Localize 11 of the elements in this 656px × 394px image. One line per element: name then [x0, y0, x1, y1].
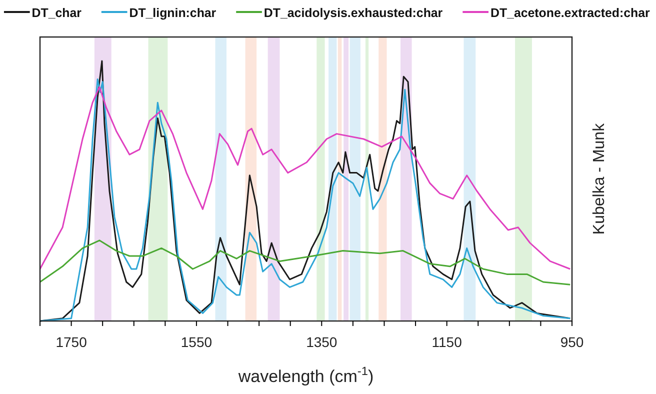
x-tick-label: 950 — [560, 334, 584, 350]
x-axis-title: wavelength (cm$^{-1}$) — [237, 364, 374, 386]
legend-label: DT_acetone.extracted:char — [490, 6, 650, 20]
x-tick-label: 1150 — [432, 334, 462, 350]
legend-label: DT_acidolysis.exhausted:char — [264, 6, 443, 20]
x-tick-label: 1550 — [180, 334, 212, 350]
x-tick-label: 1750 — [56, 334, 88, 350]
legend-label: DT_lignin:char — [129, 6, 216, 20]
legend-label: DT_char — [32, 6, 82, 20]
y-axis-title: Kubelka - Munk — [591, 122, 608, 235]
x-tick-label: 1350 — [306, 334, 338, 350]
